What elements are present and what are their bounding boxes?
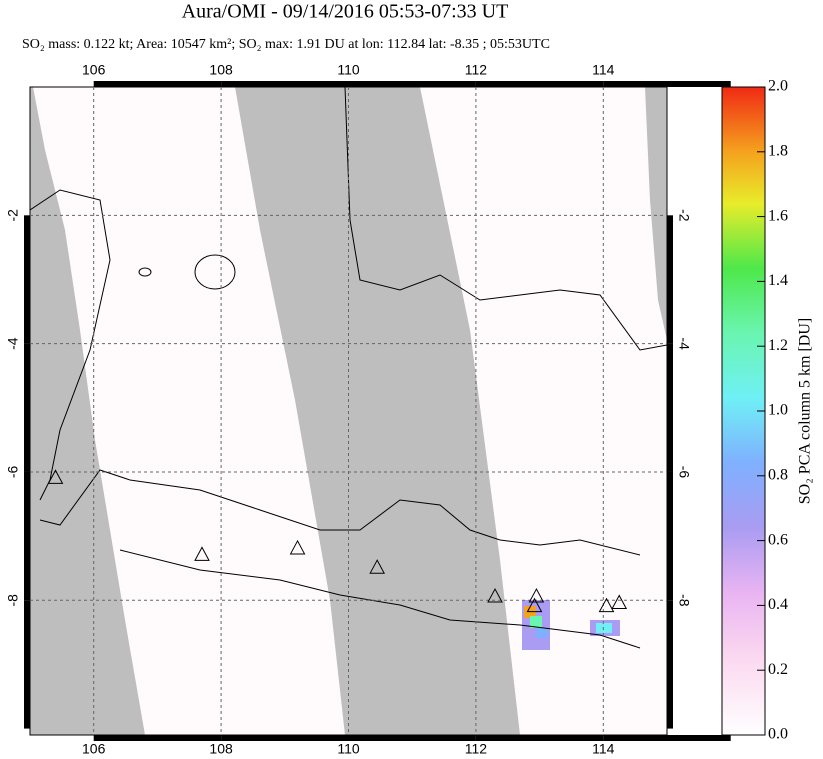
volcano <box>526 597 543 613</box>
tick-bar <box>24 600 30 729</box>
colorbar-tick-label: 1.6 <box>768 207 788 224</box>
y-tick-label: -8 <box>676 594 692 607</box>
volcano <box>487 588 503 603</box>
no-data-swath <box>645 87 667 340</box>
volcano <box>194 546 210 561</box>
x-tick-label: 110 <box>337 62 360 78</box>
tick-bar <box>348 81 476 87</box>
no-data-swath <box>30 87 145 735</box>
tick-bar <box>667 600 673 729</box>
coastline <box>30 189 111 501</box>
colorbar-tick-label: 0.8 <box>768 466 788 483</box>
no-data-swath <box>235 87 520 735</box>
y-tick-label: -2 <box>676 209 692 222</box>
x-tick-label: 112 <box>465 62 488 78</box>
colorbar-label: SO₂ PCA column 5 km [DU] <box>797 318 814 504</box>
tick-bar <box>24 343 30 472</box>
y-tick-label: -8 <box>5 594 21 607</box>
y-tick-label: -4 <box>676 337 692 350</box>
title: Aura/OMI - 09/14/2016 05:53-07:33 UT <box>182 1 509 23</box>
x-tick-label: 110 <box>337 741 360 757</box>
tick-bar <box>667 215 673 344</box>
x-tick-label: 114 <box>592 62 615 78</box>
tick-bar <box>603 81 731 87</box>
y-tick-label: -4 <box>5 337 21 350</box>
tick-bar <box>93 735 222 741</box>
colorbar-tick-label: 2.0 <box>768 78 788 95</box>
volcano <box>47 469 64 484</box>
colorbar-tick-label: 1.8 <box>768 142 788 159</box>
colorbar-tick-label: 0.0 <box>768 726 788 743</box>
colorbar-tick-label: 1.2 <box>768 337 788 354</box>
x-tick-label: 112 <box>465 741 488 757</box>
x-tick-label: 106 <box>82 62 106 78</box>
colorbar-tick-label: 0.2 <box>768 661 788 678</box>
tick-bar <box>221 81 349 87</box>
colorbar-tick-label: 0.6 <box>768 531 788 548</box>
tick-bar <box>93 81 222 87</box>
y-tick-label: -2 <box>5 209 21 222</box>
colorbar-tick-label: 1.0 <box>768 402 788 419</box>
volcano <box>598 597 615 613</box>
colorbar-tick-label: 0.4 <box>768 596 788 613</box>
tick-bar <box>475 735 604 741</box>
volcano <box>369 559 386 574</box>
coastline <box>119 549 641 649</box>
volcano <box>611 594 628 609</box>
colorbar-tick-label: 1.4 <box>768 272 788 289</box>
y-tick-label: -6 <box>676 466 692 479</box>
tick-bar <box>221 735 349 741</box>
x-tick-label: 108 <box>209 62 233 78</box>
coastline <box>39 469 641 556</box>
coastline <box>344 87 667 351</box>
volcano <box>289 539 306 555</box>
island <box>138 267 152 277</box>
x-tick-label: 106 <box>82 741 106 757</box>
tick-bar <box>24 215 30 344</box>
tick-bar <box>667 343 673 472</box>
tick-bar <box>667 471 673 601</box>
tick-bar <box>603 735 731 741</box>
x-tick-label: 108 <box>209 741 233 757</box>
tick-bar <box>475 81 604 87</box>
island <box>194 254 236 290</box>
subtitle: SO₂ mass: 0.122 kt; Area: 10547 km²; SO₂… <box>22 37 550 52</box>
tick-bar <box>348 735 476 741</box>
x-tick-label: 114 <box>592 741 615 757</box>
tick-bar <box>24 471 30 601</box>
y-tick-label: -6 <box>5 466 21 479</box>
